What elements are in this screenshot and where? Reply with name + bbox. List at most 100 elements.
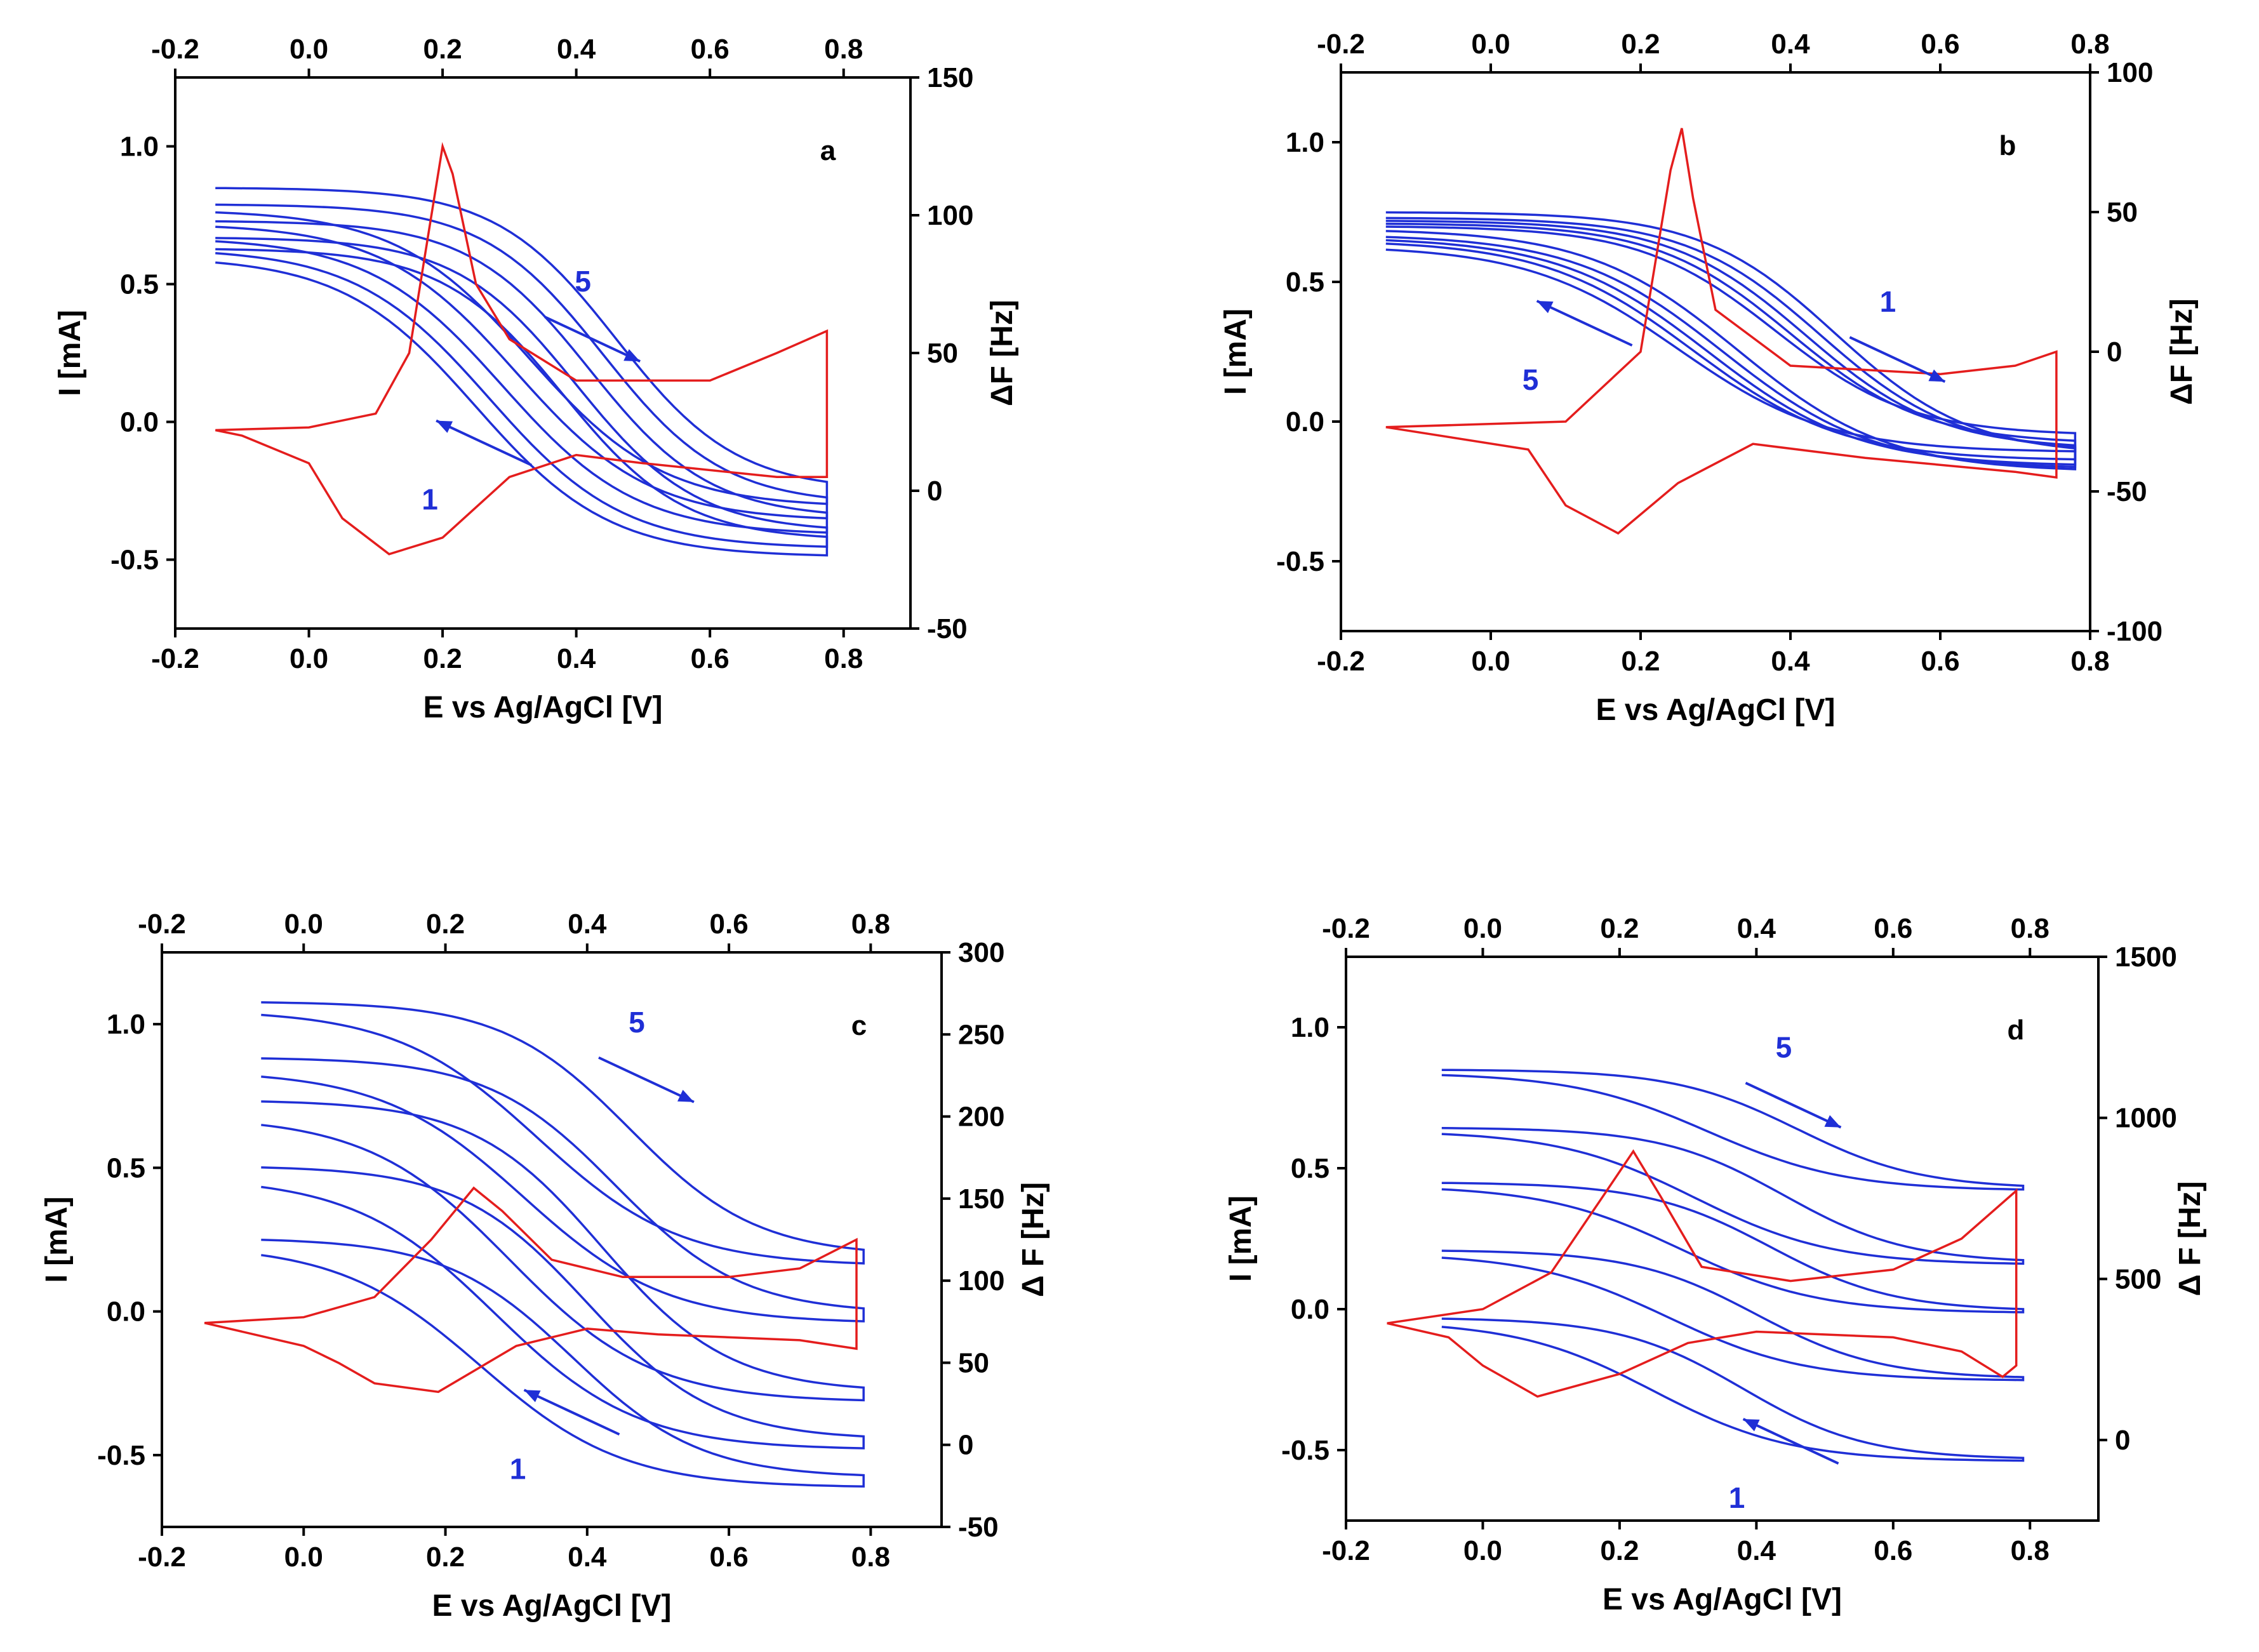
y-tick-label: -0.5 <box>110 545 159 576</box>
cycle-annotation: 5 <box>629 1006 645 1039</box>
x-tick-label: -0.2 <box>1317 646 1365 677</box>
y2-tick-label: 0 <box>958 1430 973 1461</box>
y-tick-label: 0.5 <box>1286 267 1324 298</box>
x-axis-label: E vs Ag/AgCl [V] <box>432 1589 672 1623</box>
panel-c: -0.2 -0.2 0.0 0.0 0.2 0.2 0.4 0.4 0.6 0.6 0.8 0.8 -0… <box>40 909 1050 1623</box>
plot-frame <box>1340 71 2091 632</box>
y2-tick-label: 200 <box>958 1102 1004 1133</box>
sweep-arrow <box>1742 1418 1839 1465</box>
x-axis-label: E vs Ag/AgCl [V] <box>1596 693 1836 727</box>
x-top-tick-label: 0.6 <box>691 34 730 65</box>
x-tick-label: 0.4 <box>1771 646 1810 677</box>
sweep-arrow-head <box>1928 369 1945 382</box>
y-tick-label: -0.5 <box>97 1440 145 1471</box>
panel-a: -0.2 -0.2 0.0 0.0 0.2 0.2 0.4 0.4 0.6 0.6 0.8 0.8 -0… <box>53 34 1019 724</box>
x-top-tick-label: 0.6 <box>710 909 749 940</box>
sweep-arrow <box>436 419 532 467</box>
panel-letter: b <box>1999 130 2016 161</box>
sweep-arrow-head <box>1536 301 1554 314</box>
y-axis-label: I [mA] <box>53 310 87 396</box>
x-tick-label: 0.8 <box>851 1542 890 1573</box>
y2-tick-label: -50 <box>2107 476 2147 507</box>
frequency-cycle-1 <box>261 1238 865 1488</box>
y2-tick-label: 0 <box>927 476 942 507</box>
y2-tick-label: 1000 <box>2115 1103 2177 1134</box>
y2-tick-label: 100 <box>2107 57 2153 88</box>
x-tick-label: 0.2 <box>1600 1535 1639 1566</box>
cycle-annotation: 5 <box>1776 1031 1792 1064</box>
x-axis-label: E vs Ag/AgCl [V] <box>1603 1583 1842 1616</box>
y2-tick-label: -50 <box>927 613 968 644</box>
x-top-tick-label: 0.8 <box>2070 29 2109 60</box>
y2-tick-label: 150 <box>927 62 973 93</box>
sweep-arrow <box>598 1056 695 1103</box>
x-tick-label: 0.0 <box>1471 646 1510 677</box>
y-tick-label: 1.0 <box>1291 1012 1329 1043</box>
y-tick-label: 0.5 <box>1291 1153 1329 1184</box>
y-axis-label: I [mA] <box>1219 309 1253 395</box>
x-tick-label: 0.4 <box>568 1542 607 1573</box>
y-tick-label: 0.0 <box>120 407 159 438</box>
y2-tick-label: 150 <box>958 1183 1004 1215</box>
x-tick-label: 0.6 <box>1874 1535 1912 1566</box>
y2-axis-label: Δ F [Hz] <box>2173 1181 2207 1296</box>
sweep-arrow-head <box>1824 1115 1841 1128</box>
panel-d: -0.2 -0.2 0.0 0.0 0.2 0.2 0.4 0.4 0.6 0.6 0.8 0.8 -0… <box>1224 913 2207 1616</box>
cycle-annotation: 1 <box>1880 285 1896 318</box>
x-top-tick-label: 0.0 <box>290 34 328 65</box>
frequency-cycle-1 <box>1385 225 2077 453</box>
x-tick-label: 0.8 <box>2070 646 2109 677</box>
y2-tick-label: 1500 <box>2115 942 2177 973</box>
y-tick-label: 0.0 <box>1286 406 1324 437</box>
plot-frame <box>161 951 943 1528</box>
cycle-annotation: 1 <box>510 1452 526 1485</box>
cycle-annotation: 5 <box>575 265 591 298</box>
y-tick-label: -0.5 <box>1276 546 1324 577</box>
frequency-cycle-3 <box>1385 220 2077 466</box>
panel-b: -0.2 -0.2 0.0 0.0 0.2 0.2 0.4 0.4 0.6 0.6 0.8 0.8 -0… <box>1219 29 2199 727</box>
x-tick-label: 0.6 <box>691 643 730 674</box>
current-cv-curve <box>215 142 829 556</box>
x-tick-label: 0.2 <box>1621 646 1660 677</box>
frequency-cycle-3 <box>261 1100 865 1402</box>
x-tick-label: 0.0 <box>290 643 328 674</box>
cycle-annotation: 5 <box>1523 363 1539 396</box>
frequency-cycle-2 <box>261 1166 865 1449</box>
frequency-cycle-4 <box>261 1057 865 1322</box>
frequency-cycle-5 <box>215 187 829 505</box>
current-cv-curve <box>1387 1149 2018 1398</box>
y-tick-label: 0.5 <box>107 1152 145 1183</box>
x-top-tick-label: 0.2 <box>426 909 465 940</box>
x-tick-label: 0.2 <box>426 1542 465 1573</box>
x-tick-label: 0.6 <box>710 1542 749 1573</box>
y-tick-label: 1.0 <box>1286 127 1324 158</box>
sweep-arrow <box>1536 300 1633 347</box>
x-tick-label: -0.2 <box>1322 1535 1370 1566</box>
x-tick-label: 0.0 <box>284 1542 323 1573</box>
y2-tick-label: 250 <box>958 1019 1004 1050</box>
x-top-tick-label: 0.4 <box>557 34 596 65</box>
y2-tick-label: 100 <box>958 1265 1004 1296</box>
x-top-tick-label: 0.0 <box>284 909 323 940</box>
x-tick-label: 0.4 <box>1737 1535 1776 1566</box>
panel-letter: d <box>2008 1015 2025 1046</box>
x-top-tick-label: 0.4 <box>1737 913 1776 944</box>
x-top-tick-label: -0.2 <box>138 909 186 940</box>
panel-letter: c <box>851 1010 867 1041</box>
x-top-tick-label: 0.4 <box>568 909 607 940</box>
y2-tick-label: 50 <box>927 338 958 369</box>
frequency-cycle-3 <box>1441 1182 2025 1314</box>
sweep-arrow-head <box>436 420 453 433</box>
x-tick-label: -0.2 <box>151 643 199 674</box>
current-cv-curve <box>204 1186 858 1394</box>
x-tick-label: 0.8 <box>2011 1535 2049 1566</box>
sweep-arrow <box>544 316 641 363</box>
frequency-cycle-4 <box>1441 1127 2025 1265</box>
y2-axis-label: Δ F [Hz] <box>1016 1182 1050 1297</box>
y2-tick-label: 300 <box>958 937 1004 968</box>
x-axis-label: E vs Ag/AgCl [V] <box>423 691 663 724</box>
y-axis-label: I [mA] <box>1224 1196 1258 1282</box>
x-tick-label: 0.8 <box>824 643 863 674</box>
panel-letter: a <box>820 135 836 166</box>
